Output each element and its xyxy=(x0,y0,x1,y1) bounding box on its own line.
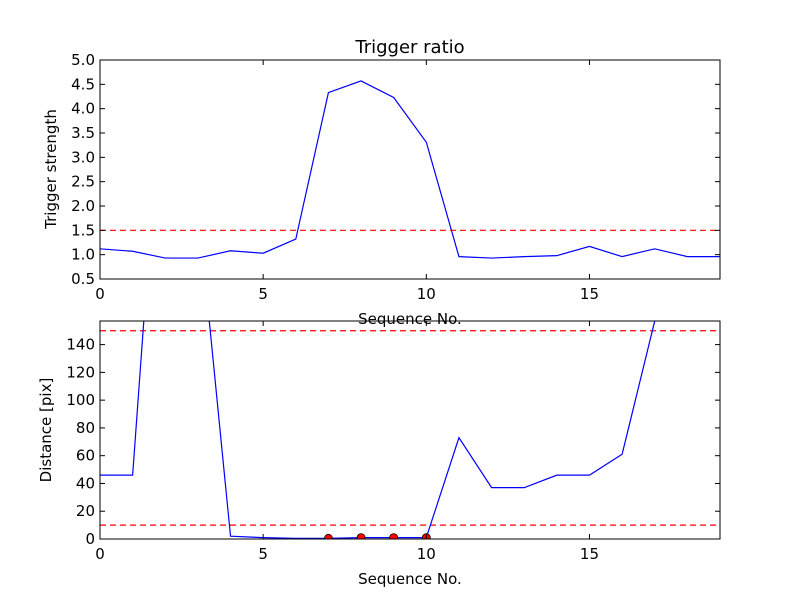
y-tick-label: 2.5 xyxy=(71,173,95,191)
chart-title: Trigger ratio xyxy=(354,37,464,58)
x-tick-label: 0 xyxy=(95,545,105,563)
x-tick-label: 5 xyxy=(258,285,268,303)
x-tick-label: 15 xyxy=(580,545,599,563)
y-tick-label: 0.5 xyxy=(71,270,95,288)
x-tick-label: 0 xyxy=(95,285,105,303)
y-tick-label: 5.0 xyxy=(71,51,95,69)
y-tick-label: 1.5 xyxy=(71,221,95,239)
x-tick-label: 5 xyxy=(258,545,268,563)
y-tick-label: 140 xyxy=(66,336,95,354)
plot-frame xyxy=(99,320,721,540)
x-axis-label: Sequence No. xyxy=(358,310,462,328)
y-tick-label: 2.0 xyxy=(71,197,95,215)
x-tick-label: 15 xyxy=(580,285,599,303)
data-point-marker xyxy=(356,533,366,539)
trigger-strength-chart: Trigger ratio 0 5 10 15 0.5 1.0 1.5 2.0 2.5 3.0 3.… xyxy=(42,37,721,328)
y-axis-label: Distance [pix] xyxy=(37,378,55,483)
y-tick-label: 40 xyxy=(76,474,95,492)
y-tick-label: 3.0 xyxy=(71,148,95,166)
data-series-line xyxy=(100,321,656,539)
y-tick-label: 3.5 xyxy=(71,124,95,142)
data-series-line xyxy=(100,80,720,259)
data-point-marker xyxy=(324,533,333,539)
y-axis-label: Trigger strength xyxy=(42,109,60,230)
x-axis-label: Sequence No. xyxy=(358,570,462,588)
y-tick-label: 4.0 xyxy=(71,100,95,118)
y-tick-label: 4.5 xyxy=(71,75,95,93)
y-tick-label: 20 xyxy=(76,502,95,520)
x-tick-label: 10 xyxy=(417,545,436,563)
y-tick-label: 1.0 xyxy=(71,246,95,264)
plot-frame xyxy=(99,59,721,280)
y-tick-label: 0 xyxy=(85,530,95,548)
y-tick-label: 80 xyxy=(76,419,95,437)
x-tick-label: 10 xyxy=(417,285,436,303)
data-point-marker xyxy=(389,533,399,539)
y-tick-label: 60 xyxy=(76,447,95,465)
y-tick-label: 120 xyxy=(66,363,95,381)
distance-chart: 0 5 10 15 0 20 40 60 80 100 120 140 Sequence No. Di… xyxy=(37,320,721,588)
y-tick-label: 100 xyxy=(66,391,95,409)
